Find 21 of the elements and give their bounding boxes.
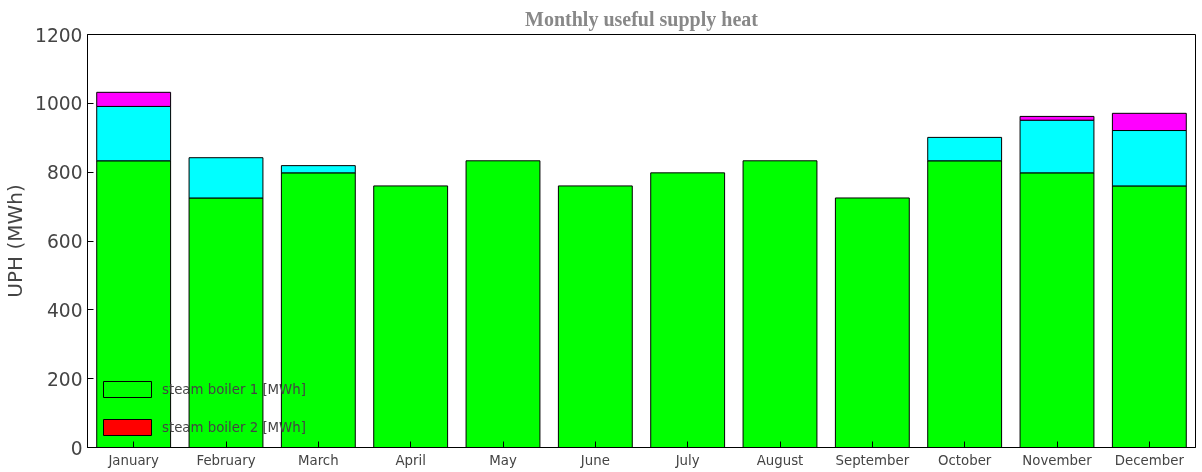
x-tick-label: July [674,452,700,468]
y-tick-label: 0 [70,437,83,459]
y-tick-label: 1200 [35,24,83,46]
x-tick-label: September [835,452,910,468]
x-tick-label: August [756,452,804,468]
y-tick-label: 800 [46,162,83,184]
x-tick-label: December [1114,452,1185,468]
x-tick-label: April [395,452,426,468]
x-tick-label: January [107,452,160,468]
y-tick-label: 400 [46,299,83,321]
x-tick-label: February [196,452,256,468]
y-axis-title: UPH (MWh) [3,184,28,298]
y-tick-label: 600 [46,231,83,252]
x-tick-label: March [298,452,339,468]
x-tick-label: November [1022,452,1093,468]
y-tick-label: 1000 [35,93,83,115]
x-tick-label: October [938,452,992,468]
chart-title: Monthly useful supply heat [525,7,759,31]
y-tick-label: 200 [46,368,83,390]
x-tick-label: May [489,452,517,468]
x-tick-label: June [579,452,610,468]
